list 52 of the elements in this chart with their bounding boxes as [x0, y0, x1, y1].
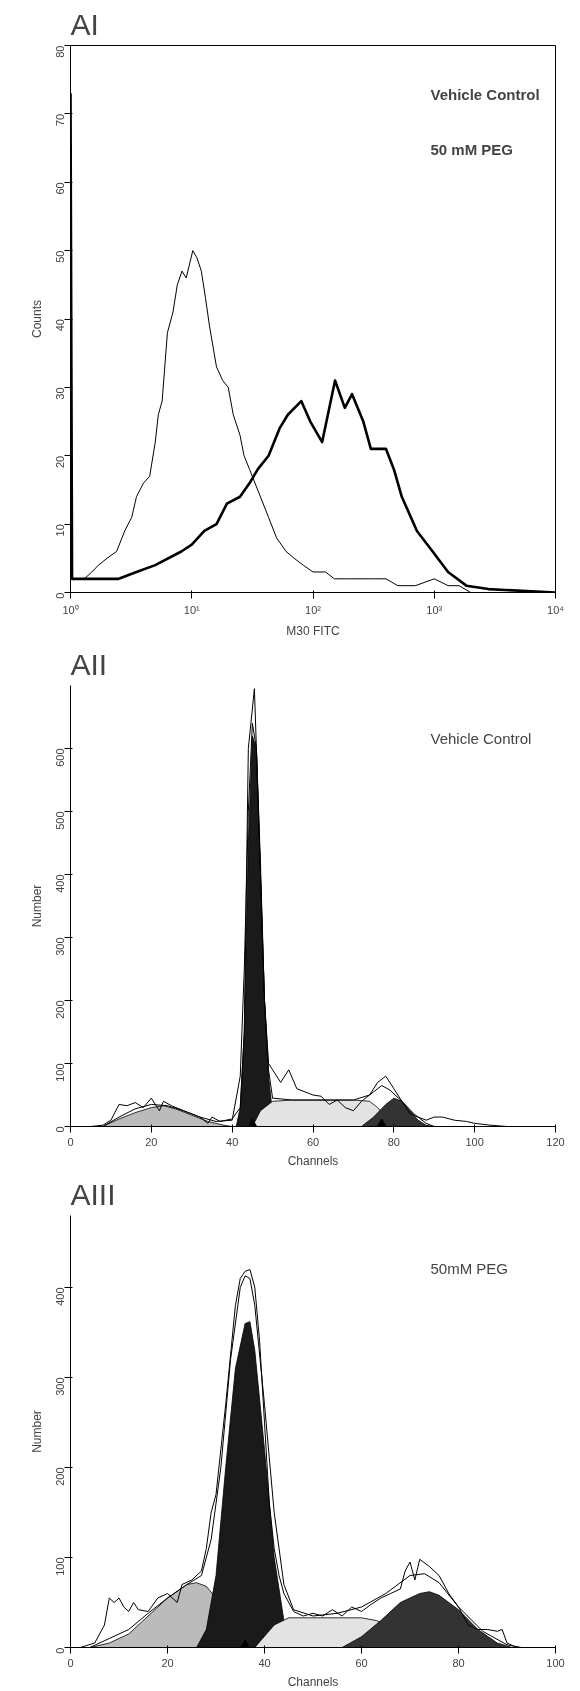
y-tick-label: 40	[53, 318, 66, 332]
y-tick-label: 200	[53, 1467, 66, 1486]
x-tick-label: 60	[306, 1135, 320, 1148]
y-tick-label: 300	[53, 1377, 66, 1396]
y-tick-label: 0	[53, 592, 66, 599]
x-tick-label: 100	[465, 1135, 484, 1148]
y-tick-label: 400	[53, 1287, 66, 1306]
x-tick-label: 40	[258, 1656, 271, 1669]
x-axis-title: Channels	[287, 1674, 339, 1689]
y-tick-label: 50	[53, 250, 66, 263]
y-tick-label: 80	[53, 45, 66, 58]
x-axis-title: M30 FITC	[286, 623, 340, 638]
x-tick-label: 10⁰	[62, 603, 79, 616]
x-tick-label: 60	[355, 1656, 368, 1669]
y-tick-label: 500	[53, 811, 66, 830]
x-tick-label: 20	[145, 1135, 158, 1148]
y-tick-label: 0	[53, 1126, 66, 1133]
x-tick-label: 120	[546, 1135, 565, 1148]
y-tick-label: 70	[53, 113, 66, 127]
x-tick-label: 0	[67, 1656, 74, 1669]
y-tick-label: 400	[53, 874, 66, 893]
chart-title: AIII	[70, 1177, 116, 1211]
annotation: 50 mM PEG	[430, 140, 514, 158]
y-tick-label: 10	[53, 524, 66, 537]
x-tick-label: 40	[226, 1135, 239, 1148]
x-tick-label: 10²	[305, 603, 322, 616]
annotation: Vehicle Control	[430, 729, 532, 747]
y-tick-label: 60	[53, 182, 66, 195]
y-tick-label: 100	[53, 1063, 66, 1082]
chart-title: AII	[70, 647, 108, 681]
y-axis-title: Counts	[29, 299, 44, 339]
y-tick-label: 200	[53, 1000, 66, 1019]
x-tick-label: 20	[161, 1656, 174, 1669]
annotation: Vehicle Control	[430, 85, 540, 103]
x-tick-label: 10³	[426, 603, 443, 616]
x-tick-label: 100	[546, 1656, 565, 1669]
y-tick-label: 20	[53, 455, 66, 468]
y-axis-title: Number	[29, 884, 44, 928]
x-tick-label: 10¹	[183, 603, 201, 616]
chart-title: AI	[70, 7, 99, 41]
y-tick-label: 300	[53, 937, 66, 956]
y-tick-label: 100	[53, 1557, 66, 1576]
annotation: 50mM PEG	[430, 1259, 509, 1277]
y-tick-label: 600	[53, 748, 66, 767]
x-tick-label: 80	[387, 1135, 400, 1148]
y-axis-title: Number	[29, 1410, 44, 1453]
y-tick-label: 30	[53, 387, 66, 400]
y-tick-label: 0	[53, 1647, 66, 1654]
x-axis-title: Channels	[287, 1153, 339, 1168]
x-tick-label: 80	[452, 1656, 465, 1669]
x-tick-label: 10⁴	[547, 603, 565, 616]
x-tick-label: 0	[67, 1135, 74, 1148]
